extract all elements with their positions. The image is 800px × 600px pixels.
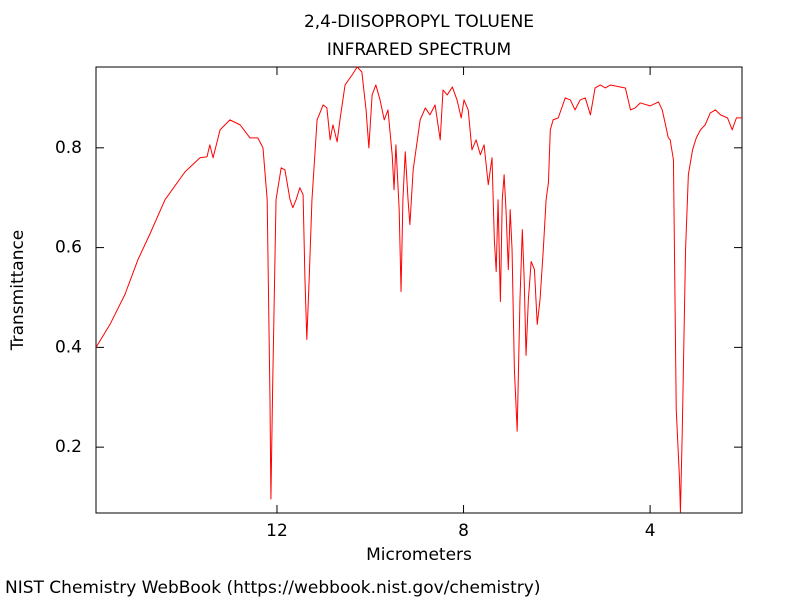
- chart-subtitle: INFRARED SPECTRUM: [327, 40, 511, 60]
- x-axis-label: Micrometers: [366, 545, 472, 565]
- x-tick-label: 4: [645, 521, 656, 541]
- spectrum-line: [95, 66, 742, 513]
- y-tick-label: 0.6: [55, 238, 82, 258]
- x-tick-label: 8: [458, 521, 469, 541]
- plot-frame: [95, 66, 743, 514]
- chart-title: 2,4-DIISOPROPYL TOLUENE: [304, 12, 534, 32]
- x-tick-label: 12: [266, 521, 288, 541]
- y-tick-label: 0.8: [55, 138, 82, 158]
- y-axis-label: Transmittance: [8, 230, 28, 352]
- y-tick-label: 0.2: [55, 437, 82, 457]
- y-tick-label: 0.4: [55, 337, 82, 357]
- source-note: NIST Chemistry WebBook (https://webbook.…: [5, 578, 540, 598]
